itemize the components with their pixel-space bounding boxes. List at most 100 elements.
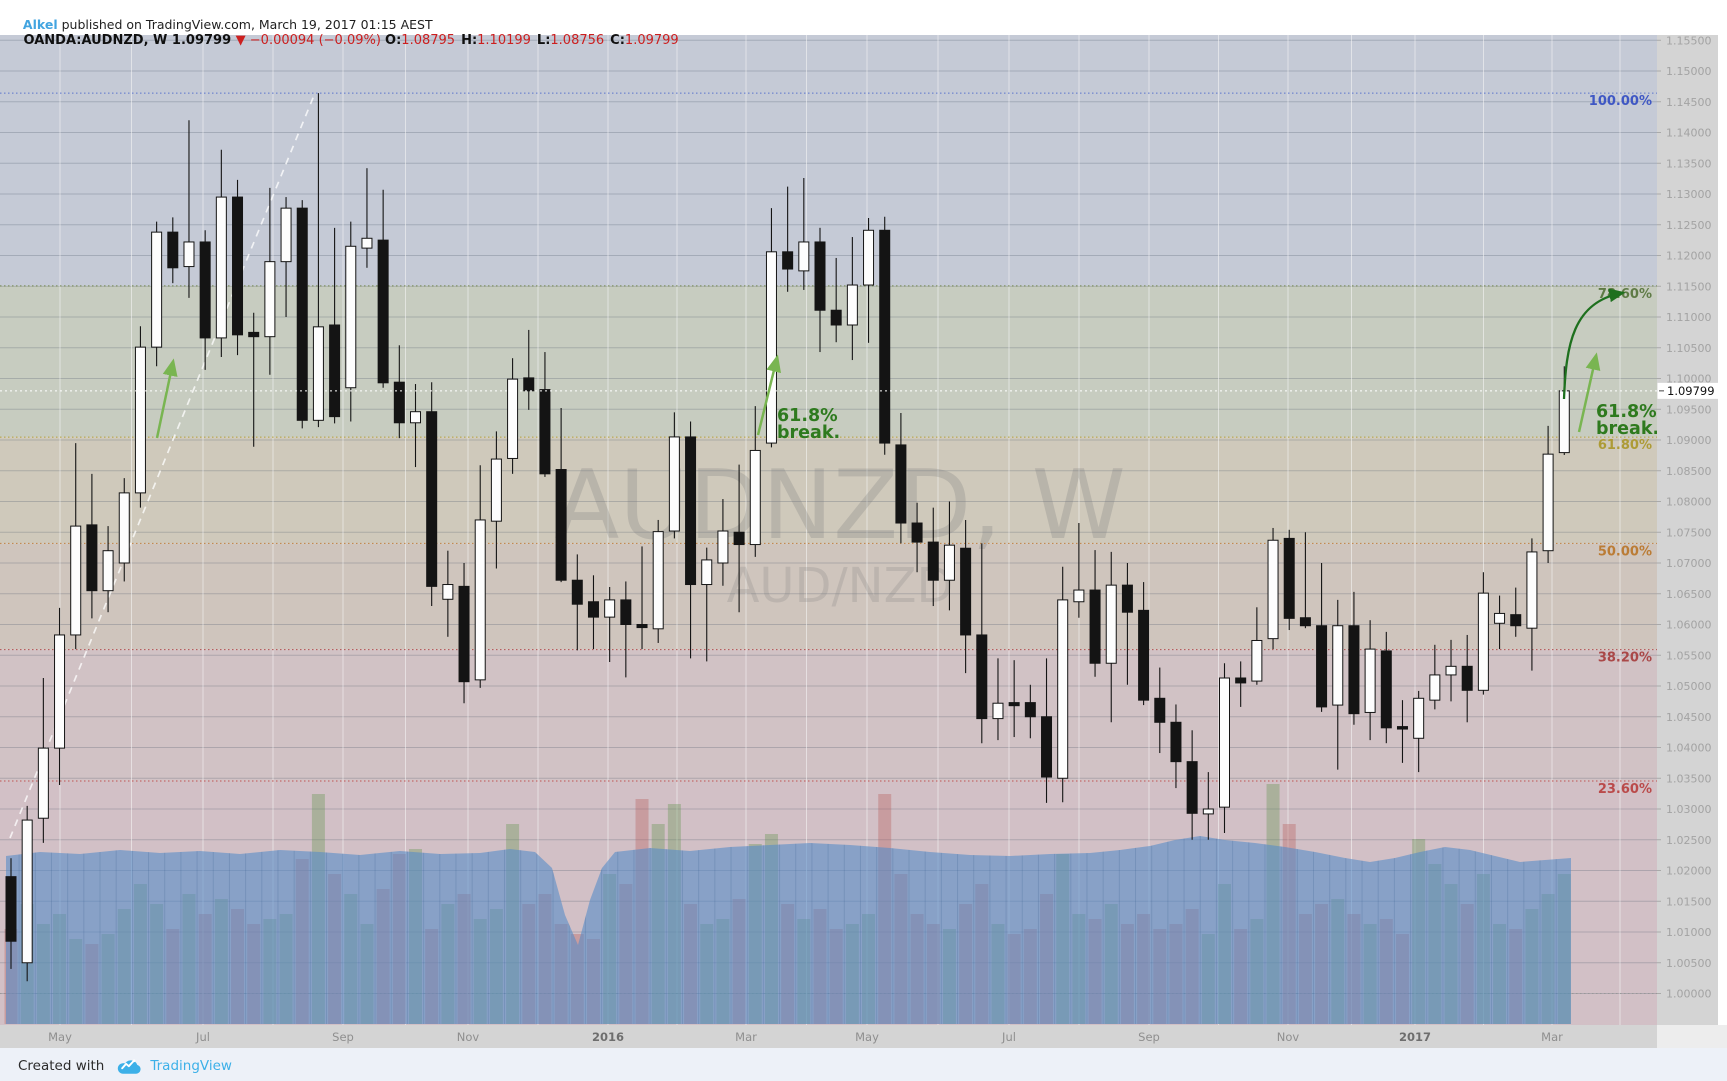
candle (86, 524, 98, 592)
candle (798, 241, 810, 272)
candle (1170, 721, 1182, 763)
candle (604, 599, 616, 618)
candle (102, 550, 114, 592)
price-tick-label: 1.03500 (1666, 772, 1712, 785)
candle (21, 819, 33, 964)
candle (70, 525, 82, 636)
candle (555, 469, 567, 581)
price-tick-label: 1.00000 (1666, 988, 1712, 1001)
candle (668, 436, 680, 532)
price-tick-label: 1.15500 (1666, 34, 1712, 47)
price-tick-label: 1.01500 (1666, 895, 1712, 908)
symbol-status-line: OANDA:AUDNZD, W 1.09799 ▼ −0.00094 (−0.0… (7, 18, 685, 63)
candle (830, 309, 842, 326)
candle (1332, 625, 1344, 706)
candle (199, 241, 211, 339)
price-tick-label: 1.06500 (1666, 588, 1712, 601)
candle (426, 411, 438, 587)
fib-band (0, 285, 1657, 438)
candle (1267, 539, 1279, 640)
watermark-pair: AUD/NZD (727, 558, 954, 614)
candle (1235, 677, 1247, 684)
snapshot-footer: Created with TradingView (0, 1048, 1727, 1081)
fib-band (0, 437, 1657, 544)
candle (410, 411, 421, 424)
candle (1316, 625, 1328, 708)
candle (895, 444, 907, 524)
last-price-label-box (1657, 382, 1718, 399)
price-tick-label: 1.11000 (1666, 311, 1712, 324)
change-value: −0.00094 (−0.09%) (245, 33, 386, 48)
time-axis[interactable]: May Jul Sep Nov 2016 Mar May Jul Sep Nov 2017 Mar (0, 1025, 1727, 1048)
fib-level-label: 78.60% (1598, 287, 1652, 302)
tradingview-logo-icon[interactable] (116, 1056, 142, 1076)
price-tick-label: 1.02500 (1666, 834, 1712, 847)
price-axis-strip[interactable] (1657, 35, 1718, 1025)
time-tick-label: May (855, 1030, 879, 1044)
price-axis[interactable]: 1.15500 1.15000 1.14500 1.14000 1.13500 1.130… (1657, 34, 1718, 1025)
break-annotation-text: break. (1596, 419, 1659, 439)
candle (264, 261, 276, 338)
author-link[interactable]: Alkel (22, 17, 58, 32)
ohlc-value: 1.08795 (401, 33, 456, 48)
candle (1413, 697, 1425, 739)
candle (458, 585, 470, 683)
candle (1057, 599, 1069, 779)
price-tick-label: 1.07500 (1666, 526, 1712, 539)
price-tick-label: 1.13500 (1666, 157, 1712, 170)
price-tick-label: 1.13000 (1666, 188, 1712, 201)
price-tick-label: 1.12000 (1666, 250, 1712, 263)
fib-level-label: 100.00% (1589, 94, 1652, 109)
candle (1283, 537, 1295, 619)
price-tick-label: 1.05000 (1666, 680, 1712, 693)
candle (814, 241, 826, 311)
price-tick-label: 1.04000 (1666, 742, 1712, 755)
fib-band (0, 35, 1657, 286)
candle (636, 624, 648, 629)
ohlc-value: 1.09799 (624, 33, 679, 48)
price-tick-label: 1.08000 (1666, 496, 1712, 509)
break-annotation-text: 61.8% (777, 406, 838, 426)
candle (927, 541, 939, 581)
candle (701, 559, 713, 586)
candle (765, 251, 777, 444)
candle (960, 547, 972, 636)
candle (1380, 650, 1392, 729)
candle (685, 436, 697, 586)
last-price-label: 1.09799 (1667, 384, 1715, 398)
candle (863, 229, 875, 286)
ohlc-readout: O:1.08795 H:1.10199 L:1.08756 C:1.09799 (385, 33, 685, 48)
price-tick-label: 1.07000 (1666, 557, 1712, 570)
chart-canvas[interactable] (5, 93, 1570, 982)
candle (1138, 609, 1150, 701)
time-axis-strip[interactable] (0, 1025, 1657, 1048)
ohlc-key: C: (610, 33, 625, 48)
fib-level-label: 50.00% (1598, 544, 1652, 559)
candle (1073, 589, 1085, 603)
candle (782, 251, 794, 270)
time-tick-label: Sep (332, 1030, 354, 1044)
price-tick-label: 1.15000 (1666, 65, 1712, 78)
candle (620, 599, 632, 626)
candle (1396, 726, 1408, 730)
candle (1477, 592, 1489, 691)
price-tick-label: 1.09000 (1666, 434, 1712, 447)
ohlc-value: 1.10199 (477, 33, 531, 48)
ohlc-key: O: (385, 33, 402, 48)
candle (976, 634, 988, 720)
candle (490, 458, 502, 522)
candle (151, 231, 163, 348)
price-tick-label: 1.03000 (1666, 803, 1712, 816)
tradingview-link[interactable]: TradingView (150, 1058, 232, 1074)
price-tick-label: 1.00500 (1666, 957, 1712, 970)
candle (183, 241, 195, 268)
candle (992, 702, 1004, 720)
candle (329, 324, 341, 418)
candle (879, 229, 891, 444)
time-tick-label: Mar (1541, 1030, 1563, 1044)
ohlc-key: L: (536, 33, 551, 48)
time-tick-label: 2017 (1399, 1030, 1431, 1044)
candle (1542, 453, 1554, 552)
time-tick-label: Sep (1138, 1030, 1160, 1044)
